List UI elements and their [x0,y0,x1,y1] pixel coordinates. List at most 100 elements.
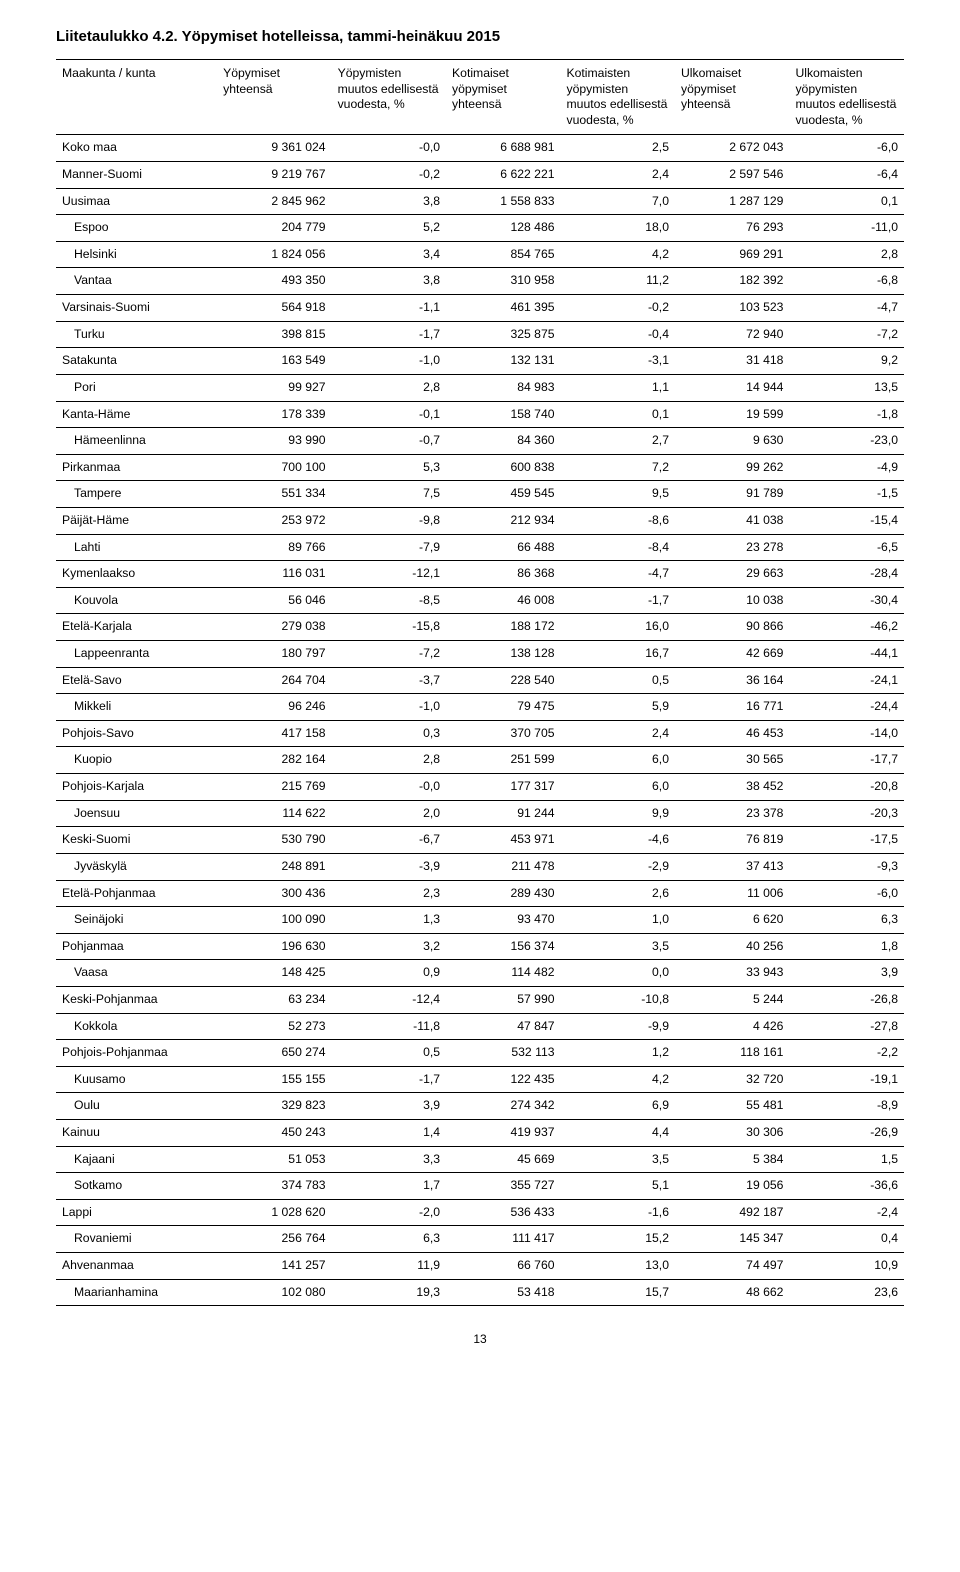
value-cell: 182 392 [675,268,789,295]
value-cell: -17,5 [789,827,904,854]
value-cell: 251 599 [446,747,560,774]
value-cell: -3,1 [561,348,675,375]
value-cell: 0,1 [789,188,904,215]
value-cell: 289 430 [446,880,560,907]
value-cell: 100 090 [217,907,331,934]
value-cell: 11,9 [332,1253,446,1280]
value-cell: 63 234 [217,986,331,1013]
value-cell: 551 334 [217,481,331,508]
value-cell: 1,3 [332,907,446,934]
value-cell: 2,6 [561,880,675,907]
value-cell: -1,7 [561,587,675,614]
value-cell: -1,6 [561,1199,675,1226]
region-cell: Pohjois-Savo [56,720,217,747]
value-cell: 177 317 [446,774,560,801]
value-cell: 99 927 [217,374,331,401]
value-cell: 188 172 [446,614,560,641]
value-cell: -0,0 [332,774,446,801]
value-cell: 5 244 [675,986,789,1013]
value-cell: -6,5 [789,534,904,561]
region-cell: Turku [56,321,217,348]
value-cell: 76 293 [675,215,789,242]
value-cell: 56 046 [217,587,331,614]
value-cell: 18,0 [561,215,675,242]
value-cell: -26,9 [789,1119,904,1146]
value-cell: 42 669 [675,641,789,668]
value-cell: 2,7 [561,428,675,455]
value-cell: 212 934 [446,507,560,534]
value-cell: -2,9 [561,853,675,880]
value-cell: -6,7 [332,827,446,854]
table-row: Uusimaa2 845 9623,81 558 8337,01 287 129… [56,188,904,215]
value-cell: -1,5 [789,481,904,508]
table-row: Sotkamo374 7831,7355 7275,119 056-36,6 [56,1173,904,1200]
value-cell: 1,8 [789,933,904,960]
table-row: Seinäjoki100 0901,393 4701,06 6206,3 [56,907,904,934]
table-row: Pohjois-Savo417 1580,3370 7052,446 453-1… [56,720,904,747]
value-cell: 16,7 [561,641,675,668]
value-cell: 74 497 [675,1253,789,1280]
table-header-row: Maakunta / kunta Yöpymiset yhteensä Yöpy… [56,60,904,135]
data-table: Maakunta / kunta Yöpymiset yhteensä Yöpy… [56,59,904,1306]
value-cell: 3,8 [332,268,446,295]
value-cell: 264 704 [217,667,331,694]
value-cell: 2,8 [789,241,904,268]
col-header: Ulkomaiset yöpymiset yhteensä [675,60,789,135]
region-cell: Kainuu [56,1119,217,1146]
value-cell: 325 875 [446,321,560,348]
value-cell: -12,1 [332,561,446,588]
value-cell: 158 740 [446,401,560,428]
value-cell: 1,2 [561,1040,675,1067]
value-cell: -23,0 [789,428,904,455]
region-cell: Lappi [56,1199,217,1226]
region-cell: Espoo [56,215,217,242]
value-cell: -12,4 [332,986,446,1013]
region-cell: Vantaa [56,268,217,295]
col-header: Maakunta / kunta [56,60,217,135]
value-cell: 47 847 [446,1013,560,1040]
table-row: Lappeenranta180 797-7,2138 12816,742 669… [56,641,904,668]
value-cell: 215 769 [217,774,331,801]
value-cell: -8,5 [332,587,446,614]
value-cell: 854 765 [446,241,560,268]
value-cell: 15,7 [561,1279,675,1306]
value-cell: 4,2 [561,1066,675,1093]
value-cell: 2 845 962 [217,188,331,215]
value-cell: 37 413 [675,853,789,880]
value-cell: 19,3 [332,1279,446,1306]
value-cell: -4,9 [789,454,904,481]
value-cell: 1,7 [332,1173,446,1200]
value-cell: 103 523 [675,295,789,322]
value-cell: 30 565 [675,747,789,774]
value-cell: 0,5 [561,667,675,694]
table-row: Turku398 815-1,7325 875-0,472 940-7,2 [56,321,904,348]
value-cell: 4,2 [561,241,675,268]
value-cell: -6,0 [789,880,904,907]
value-cell: 274 342 [446,1093,560,1120]
value-cell: 1,1 [561,374,675,401]
value-cell: -2,2 [789,1040,904,1067]
region-cell: Tampere [56,481,217,508]
value-cell: 11,2 [561,268,675,295]
region-cell: Kajaani [56,1146,217,1173]
value-cell: -1,0 [332,348,446,375]
region-cell: Etelä-Pohjanmaa [56,880,217,907]
value-cell: 40 256 [675,933,789,960]
value-cell: 84 360 [446,428,560,455]
table-row: Keski-Pohjanmaa63 234-12,457 990-10,85 2… [56,986,904,1013]
value-cell: 13,0 [561,1253,675,1280]
table-row: Hämeenlinna93 990-0,784 3602,79 630-23,0 [56,428,904,455]
region-cell: Kouvola [56,587,217,614]
value-cell: 1 287 129 [675,188,789,215]
value-cell: -1,1 [332,295,446,322]
region-cell: Pohjois-Karjala [56,774,217,801]
value-cell: 1,0 [561,907,675,934]
value-cell: 492 187 [675,1199,789,1226]
region-cell: Keski-Suomi [56,827,217,854]
value-cell: -8,4 [561,534,675,561]
value-cell: 248 891 [217,853,331,880]
value-cell: 86 368 [446,561,560,588]
table-row: Päijät-Häme253 972-9,8212 934-8,641 038-… [56,507,904,534]
value-cell: 66 488 [446,534,560,561]
value-cell: 453 971 [446,827,560,854]
